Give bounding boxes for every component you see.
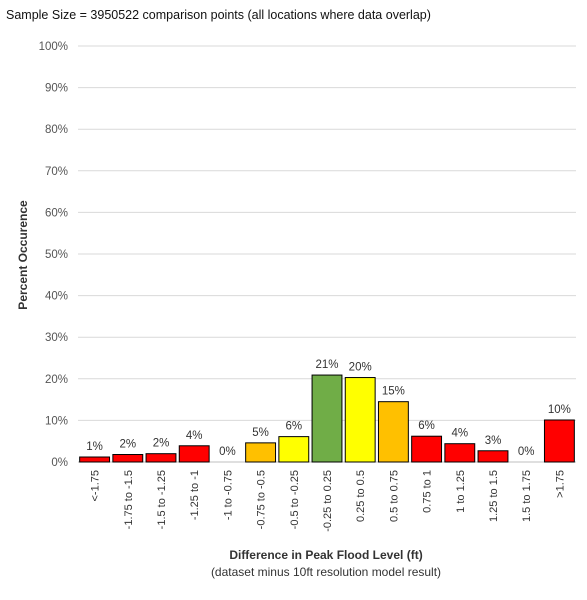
x-tick-label: 0.5 to 0.75	[388, 470, 400, 522]
y-tick-label: 30%	[45, 332, 68, 344]
data-label: 21%	[315, 359, 338, 371]
data-label: 2%	[153, 438, 170, 450]
x-tick-label: 1 to 1.25	[455, 470, 467, 513]
x-axis-subtitle: (dataset minus 10ft resolution model res…	[211, 565, 441, 579]
y-tick-label: 70%	[45, 166, 68, 178]
bar	[477, 450, 509, 463]
bar	[411, 435, 443, 463]
x-tick-label: -0.5 to -0.25	[289, 470, 301, 529]
data-label: 4%	[186, 430, 203, 442]
data-label: 1%	[86, 441, 103, 453]
x-tick-label: 1.25 to 1.5	[488, 470, 500, 522]
data-label: 10%	[548, 404, 571, 416]
bar	[278, 436, 310, 463]
data-label: 0%	[518, 446, 535, 458]
data-label: 4%	[451, 428, 468, 440]
bars	[79, 374, 575, 463]
x-tick-label: -1.75 to -1.5	[123, 470, 135, 529]
x-tick-label: -1 to -0.75	[222, 470, 234, 520]
x-tick-label: -1.25 to -1	[189, 470, 201, 520]
data-label: 2%	[119, 439, 136, 451]
data-label: 6%	[285, 421, 302, 433]
data-labels: 1% 2% 2% 4% 0% 5% 6% 21% 20% 15% 6% 4% 3% 0% 10%	[86, 359, 571, 458]
y-tick-label: 0%	[51, 457, 68, 469]
y-tick-label: 20%	[45, 374, 68, 386]
y-tick-label: 50%	[45, 249, 68, 261]
bar	[311, 374, 343, 463]
sample-size-note: Sample Size = 3950522 comparison points …	[6, 8, 431, 22]
x-tick-labels: <-1.75 -1.75 to -1.5 -1.5 to -1.25 -1.25 to…	[90, 470, 567, 532]
bar	[178, 445, 210, 463]
x-axis-title: Difference in Peak Flood Level (ft)	[229, 548, 422, 562]
bar	[79, 456, 111, 463]
y-tick-label: 40%	[45, 291, 68, 303]
x-tick-label: >1.75	[554, 470, 566, 498]
x-tick-label: 0.25 to 0.5	[355, 470, 367, 522]
x-tick-label: -0.75 to -0.5	[256, 470, 268, 529]
y-tick-label: 90%	[45, 83, 68, 95]
x-tick-label: <-1.75	[90, 470, 102, 502]
data-label: 3%	[485, 435, 502, 447]
data-label: 15%	[382, 386, 405, 398]
bar	[344, 377, 376, 463]
x-tick-label: 0.75 to 1	[422, 470, 434, 513]
bar	[112, 454, 144, 463]
y-tick-label: 80%	[45, 124, 68, 136]
x-tick-label: -0.25 to 0.25	[322, 470, 334, 532]
x-tick-label: -1.5 to -1.25	[156, 470, 168, 529]
y-tick-label: 10%	[45, 415, 68, 427]
data-label: 0%	[219, 446, 236, 458]
bar	[145, 453, 177, 463]
data-label: 20%	[349, 362, 372, 374]
bar	[377, 401, 409, 463]
y-tick-labels: 0% 10% 20% 30% 40% 50% 60% 70% 80% 90% 100%	[39, 41, 68, 469]
y-axis-title: Percent Occurence	[16, 200, 30, 310]
bar	[444, 443, 476, 463]
x-tick-label: 1.5 to 1.75	[521, 470, 533, 522]
bar	[245, 442, 277, 463]
y-tick-label: 60%	[45, 207, 68, 219]
y-tick-label: 100%	[39, 41, 68, 53]
data-label: 6%	[418, 420, 435, 432]
data-label: 5%	[252, 427, 269, 439]
bar	[543, 419, 575, 463]
